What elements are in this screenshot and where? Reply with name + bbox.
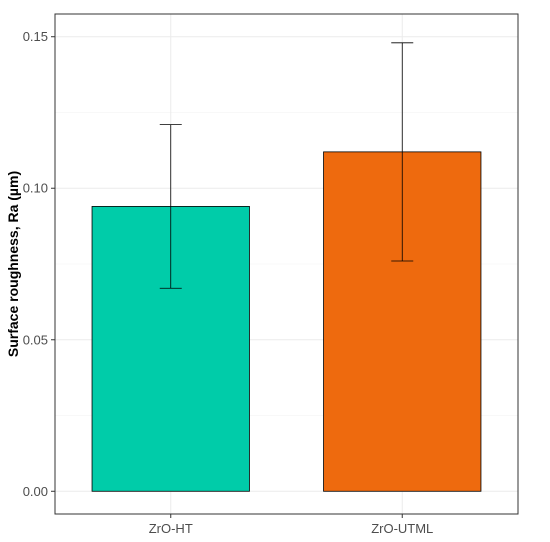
y-tick-label: 0.00 (23, 484, 48, 499)
y-tick-label: 0.15 (23, 29, 48, 44)
y-tick-label: 0.10 (23, 181, 48, 196)
y-axis: 0.00 0.05 0.10 0.15 (23, 29, 55, 499)
plot-panel-border (54, 13, 519, 515)
x-axis: ZrO-HT ZrO-UTML (149, 514, 433, 536)
error-bars (159, 42, 414, 289)
y-tick-label: 0.05 (23, 332, 48, 347)
x-tick-label: ZrO-UTML (371, 521, 433, 536)
x-tick-label: ZrO-HT (149, 521, 193, 536)
bars (91, 151, 482, 492)
y-axis-title: Surface roughness, Ra (µm) (5, 171, 21, 357)
